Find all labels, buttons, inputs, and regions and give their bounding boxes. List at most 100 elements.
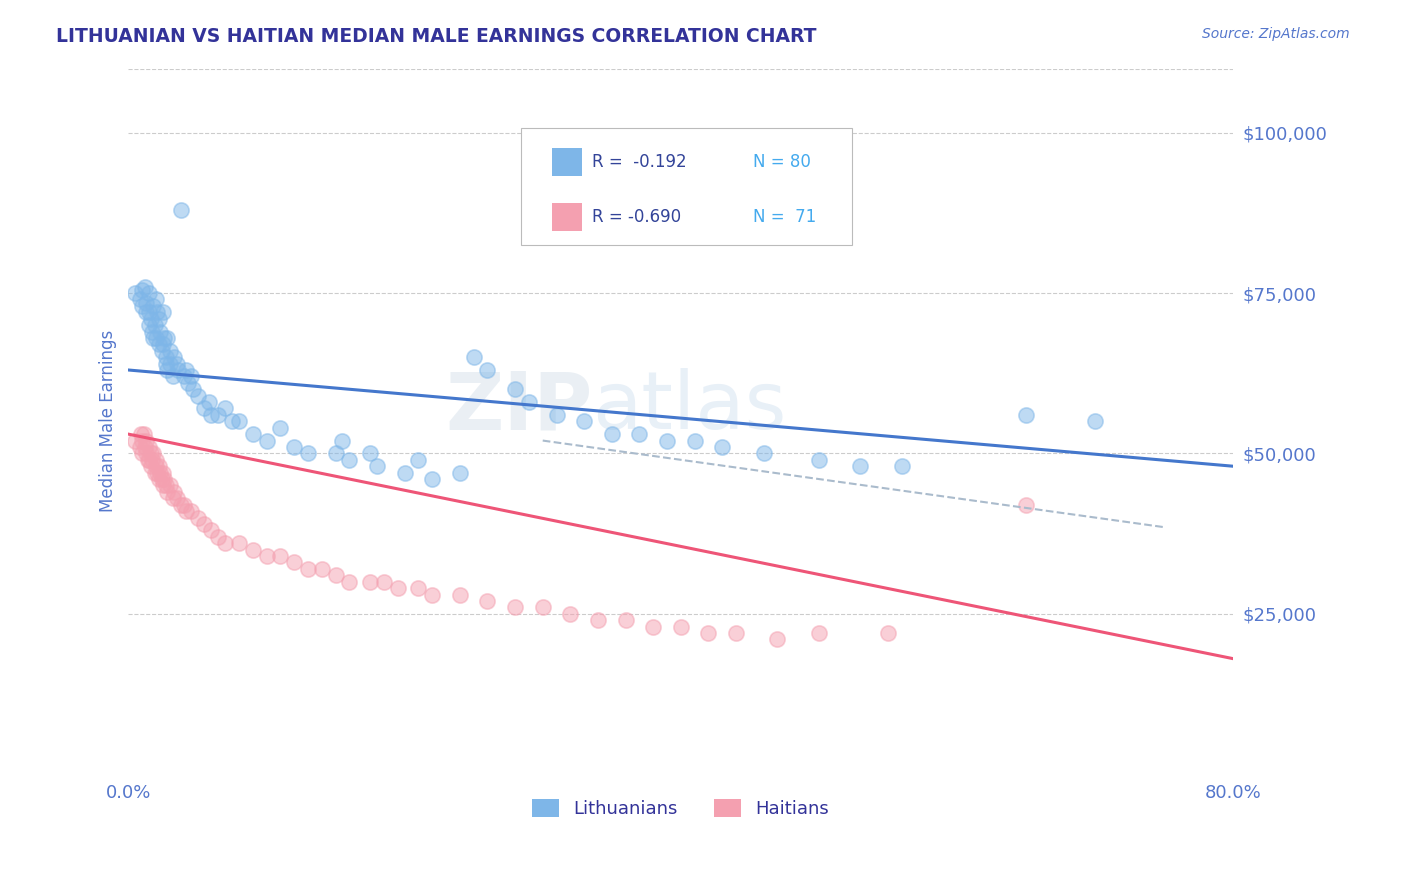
Point <box>170 498 193 512</box>
Point <box>148 472 170 486</box>
Point <box>503 382 526 396</box>
Point <box>138 305 160 319</box>
Point <box>143 466 166 480</box>
Point <box>143 318 166 332</box>
Point <box>162 369 184 384</box>
Point <box>877 626 900 640</box>
Point <box>200 408 222 422</box>
Point <box>145 331 167 345</box>
Point <box>463 350 485 364</box>
Point <box>159 478 181 492</box>
Text: N =  71: N = 71 <box>752 208 815 226</box>
Point <box>156 331 179 345</box>
Point <box>366 459 388 474</box>
Bar <box>551 148 582 177</box>
Point <box>683 434 706 448</box>
Legend: Lithuanians, Haitians: Lithuanians, Haitians <box>524 791 837 825</box>
Point <box>655 434 678 448</box>
Point <box>373 574 395 589</box>
Point <box>197 395 219 409</box>
Text: Source: ZipAtlas.com: Source: ZipAtlas.com <box>1202 27 1350 41</box>
Text: R =  -0.192: R = -0.192 <box>592 153 688 171</box>
Point <box>339 574 361 589</box>
Point <box>766 632 789 647</box>
Point <box>146 466 169 480</box>
Point <box>128 293 150 307</box>
Point <box>148 311 170 326</box>
Point <box>193 401 215 416</box>
Point <box>138 286 160 301</box>
Point <box>242 427 264 442</box>
Point <box>131 283 153 297</box>
Point <box>546 408 568 422</box>
Point <box>643 619 665 633</box>
Point <box>420 587 443 601</box>
Point <box>207 408 229 422</box>
Point <box>1015 498 1038 512</box>
Point <box>269 549 291 563</box>
Point <box>167 363 190 377</box>
Point <box>628 427 651 442</box>
Bar <box>551 202 582 231</box>
Point <box>724 626 747 640</box>
Point <box>176 363 198 377</box>
Point <box>150 472 173 486</box>
Point <box>359 446 381 460</box>
Point <box>155 350 177 364</box>
Point <box>173 369 195 384</box>
Point <box>325 446 347 460</box>
Point <box>170 202 193 217</box>
Point <box>149 466 172 480</box>
Point <box>139 446 162 460</box>
Point <box>531 600 554 615</box>
Point <box>159 357 181 371</box>
Point <box>517 395 540 409</box>
Point <box>138 318 160 332</box>
Point <box>186 389 208 403</box>
Point <box>1015 408 1038 422</box>
Point <box>150 343 173 358</box>
Point <box>180 369 202 384</box>
Point <box>614 613 637 627</box>
Point <box>256 549 278 563</box>
Point <box>560 607 582 621</box>
Point <box>141 325 163 339</box>
Point <box>228 536 250 550</box>
Point <box>297 562 319 576</box>
Point <box>176 504 198 518</box>
Point <box>807 452 830 467</box>
Point <box>149 325 172 339</box>
Point <box>297 446 319 460</box>
Point <box>408 452 430 467</box>
Point <box>152 337 174 351</box>
Point <box>135 434 157 448</box>
Point <box>139 459 162 474</box>
Point <box>311 562 333 576</box>
Point <box>283 556 305 570</box>
Point <box>449 587 471 601</box>
Text: N = 80: N = 80 <box>752 153 810 171</box>
Point <box>162 491 184 506</box>
Text: R = -0.690: R = -0.690 <box>592 208 682 226</box>
Point <box>503 600 526 615</box>
Point <box>242 542 264 557</box>
Point <box>134 279 156 293</box>
Point <box>586 613 609 627</box>
Y-axis label: Median Male Earnings: Median Male Earnings <box>100 330 117 512</box>
Point <box>256 434 278 448</box>
Point <box>156 484 179 499</box>
Point <box>711 440 734 454</box>
Point <box>186 510 208 524</box>
Point <box>124 286 146 301</box>
FancyBboxPatch shape <box>520 128 852 245</box>
Point <box>155 357 177 371</box>
Point <box>135 295 157 310</box>
Point <box>200 524 222 538</box>
Point <box>142 446 165 460</box>
Point <box>669 619 692 633</box>
Point <box>135 446 157 460</box>
Point <box>156 363 179 377</box>
Point <box>152 305 174 319</box>
Point <box>477 363 499 377</box>
Point <box>145 452 167 467</box>
